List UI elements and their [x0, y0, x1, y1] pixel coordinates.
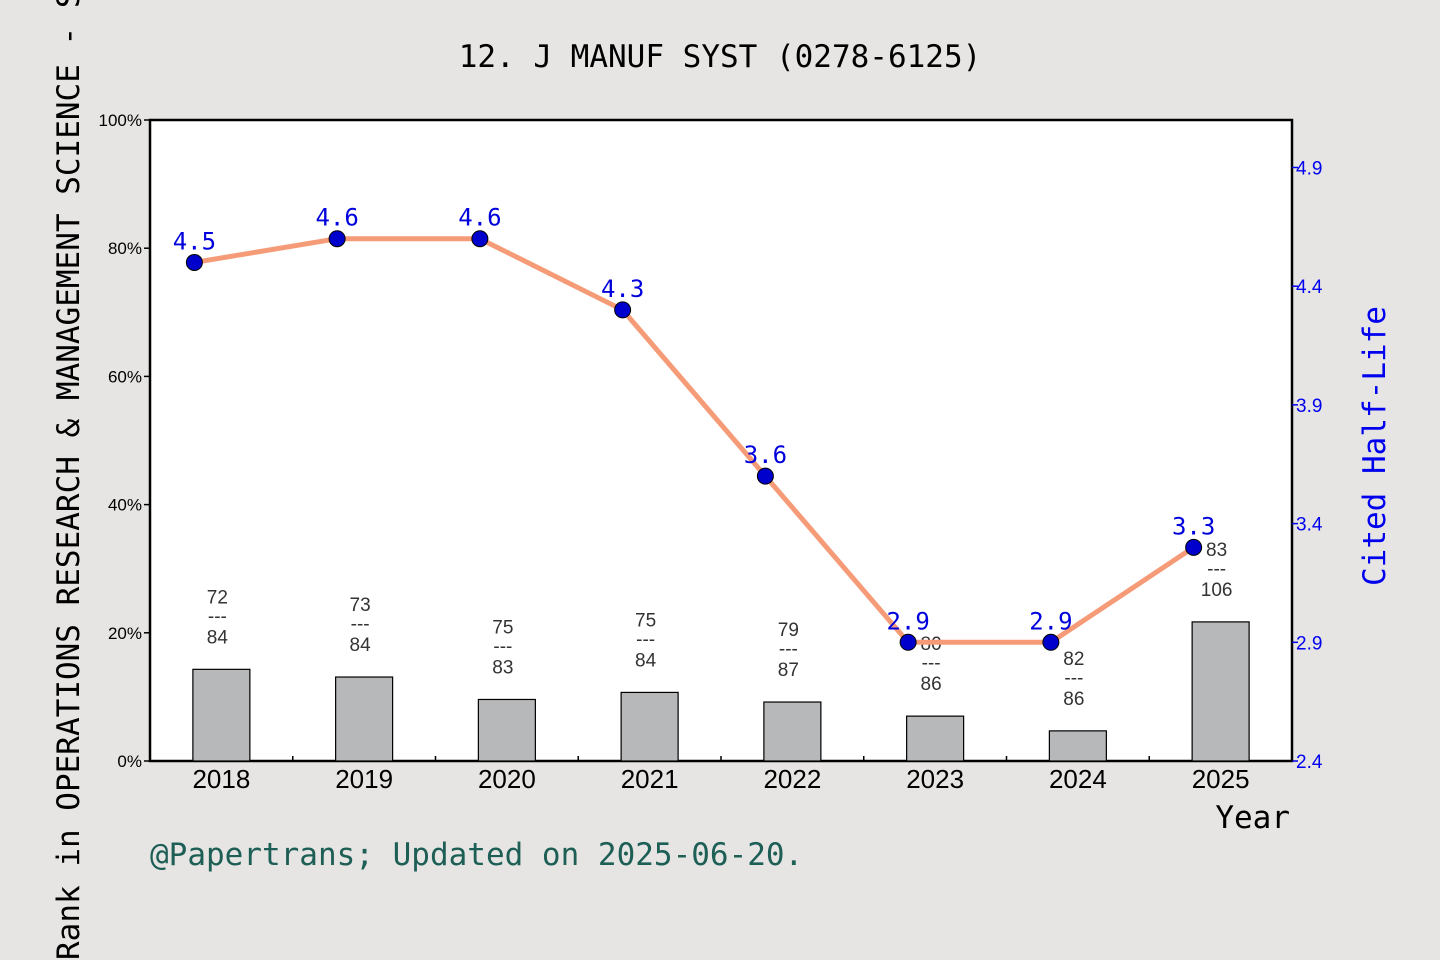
rank-label-2022: 79: [778, 620, 799, 641]
total-label-2022: 87: [778, 660, 799, 681]
marker-2024: [1042, 633, 1060, 651]
point-label-2020: 4.6: [458, 204, 501, 232]
chart-title: 12. J MANUF SYST (0278-6125): [459, 39, 982, 75]
marker-2018: [185, 253, 203, 271]
point-label-2019: 4.6: [315, 204, 358, 232]
total-label-2020: 83: [492, 657, 513, 678]
bar-2023: [906, 715, 965, 762]
bar-2019: [335, 676, 394, 762]
left-tick-label-0: 0%: [117, 752, 142, 771]
left-axis: 0% 20% 40% 60% 80% 100%: [99, 111, 150, 771]
fraction-separator-2024: ---: [1064, 668, 1083, 689]
rank-label-2025: 83: [1206, 540, 1227, 561]
bar-2021: [620, 691, 679, 762]
left-axis-label: Rank in OPERATIONS RESEARCH & MANAGEMENT…: [51, 0, 87, 960]
bar-2022: [763, 701, 822, 762]
total-label-2021: 84: [635, 650, 657, 671]
fraction-separator-2019: ---: [351, 614, 370, 635]
rank-label-2018: 72: [207, 587, 228, 608]
markers-layer: [185, 230, 1203, 651]
bar-2020: [477, 698, 536, 762]
right-axis-label: Cited Half-Life: [1357, 306, 1393, 586]
x-tick-label-2019: 2019: [335, 764, 393, 794]
total-label-2018: 84: [207, 627, 229, 648]
rank-label-2019: 73: [350, 595, 371, 616]
total-label-2025: 106: [1201, 580, 1233, 601]
point-label-2024: 2.9: [1029, 607, 1072, 635]
marker-2019: [328, 230, 346, 248]
x-axis-label: Year: [1215, 800, 1290, 836]
right-tick-label-4: 4.4: [1296, 277, 1323, 298]
point-label-2022: 3.6: [744, 441, 787, 469]
rank-label-2024: 82: [1063, 649, 1084, 670]
bar-2024: [1048, 730, 1107, 762]
point-label-2025: 3.3: [1172, 512, 1215, 540]
point-label-2023: 2.9: [886, 607, 929, 635]
point-label-2018: 4.5: [173, 227, 216, 255]
right-axis: 2.4 2.9 3.4 3.9 4.4 4.9: [1292, 158, 1323, 773]
x-tick-label-2022: 2022: [763, 764, 821, 794]
x-tick-label-2025: 2025: [1192, 764, 1250, 794]
fraction-separator-2025: ---: [1207, 559, 1226, 580]
rank-label-2020: 75: [492, 617, 513, 638]
right-tick-label-3: 3.9: [1296, 396, 1322, 417]
fraction-separator-2022: ---: [779, 639, 798, 660]
x-tick-label-2021: 2021: [621, 764, 679, 794]
half-life-line: [191, 236, 1197, 645]
right-tick-label-2: 3.4: [1296, 515, 1323, 536]
marker-2023: [899, 633, 917, 651]
total-label-2019: 84: [350, 635, 372, 656]
marker-2020: [471, 230, 489, 248]
marker-2022: [756, 467, 774, 485]
point-label-2021: 4.3: [601, 275, 644, 303]
right-tick-label-0: 2.4: [1296, 752, 1323, 773]
x-tick-label-2024: 2024: [1049, 764, 1107, 794]
bar-2018: [192, 668, 251, 762]
left-tick-label-4: 80%: [108, 239, 142, 258]
plot-area: [148, 118, 1294, 763]
x-tick-label-2018: 2018: [192, 764, 250, 794]
fraction-labels-layer: 72---8473---8475---8375---8479---8780---…: [207, 540, 1233, 710]
total-label-2023: 86: [921, 674, 942, 695]
fraction-separator-2020: ---: [493, 636, 512, 657]
bars-layer: [192, 621, 1250, 762]
rank-label-2021: 75: [635, 610, 656, 631]
x-tick-label-2020: 2020: [478, 764, 536, 794]
marker-2021: [614, 301, 632, 319]
fraction-separator-2018: ---: [208, 606, 227, 627]
x-axis: 2018 2019 2020 2021 2022 2023 2024 2025: [149, 756, 1293, 794]
left-tick-label-1: 20%: [108, 624, 142, 643]
total-label-2024: 86: [1063, 689, 1084, 710]
left-tick-label-3: 60%: [108, 367, 142, 386]
left-tick-label-5: 100%: [99, 111, 142, 130]
fraction-separator-2021: ---: [636, 629, 655, 650]
right-tick-label-5: 4.9: [1296, 158, 1322, 179]
left-tick-label-2: 40%: [108, 496, 142, 515]
marker-2025: [1185, 538, 1203, 556]
x-tick-label-2023: 2023: [906, 764, 964, 794]
point-labels-layer: 4.5 4.6 4.6 4.3 3.6 2.9 2.9 3.3: [173, 204, 1216, 636]
fraction-separator-2023: ---: [922, 653, 941, 674]
bar-2025: [1191, 621, 1250, 762]
footer-note: @Papertrans; Updated on 2025-06-20.: [150, 837, 803, 873]
right-tick-label-1: 2.9: [1296, 633, 1322, 654]
